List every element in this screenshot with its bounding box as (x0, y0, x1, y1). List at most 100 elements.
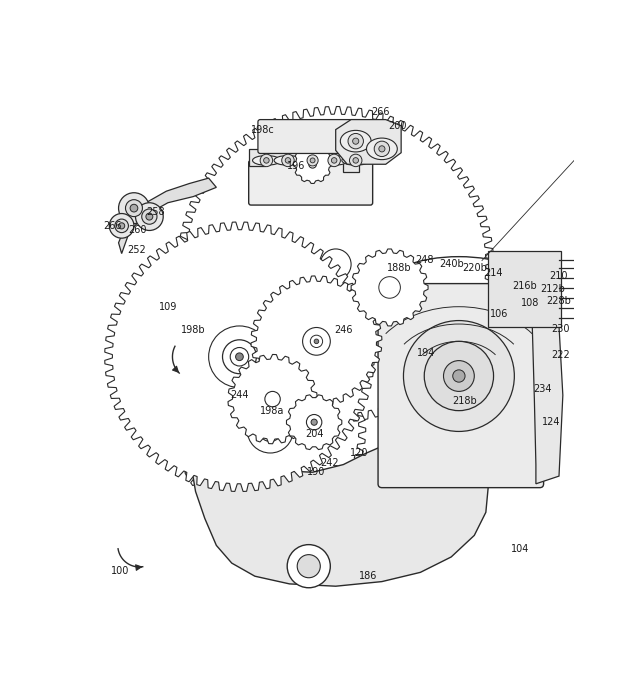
Circle shape (303, 327, 330, 355)
Circle shape (282, 154, 294, 167)
Circle shape (146, 213, 153, 220)
Circle shape (125, 199, 143, 217)
Ellipse shape (320, 156, 348, 165)
Text: 252: 252 (127, 245, 147, 256)
Circle shape (307, 332, 326, 350)
Text: 190: 190 (307, 467, 326, 477)
Text: 198c: 198c (252, 124, 275, 135)
Polygon shape (105, 222, 374, 491)
Circle shape (424, 341, 493, 411)
Text: 186: 186 (359, 571, 377, 581)
Circle shape (444, 361, 474, 391)
Circle shape (379, 146, 385, 152)
Text: 230: 230 (551, 324, 570, 334)
Circle shape (130, 204, 138, 212)
Text: 124: 124 (542, 417, 561, 427)
Text: 100: 100 (111, 566, 129, 576)
Ellipse shape (340, 131, 371, 152)
Circle shape (265, 391, 280, 407)
Polygon shape (178, 106, 493, 422)
Text: 214: 214 (484, 268, 503, 278)
Text: 120: 120 (349, 448, 368, 458)
Circle shape (209, 326, 270, 388)
Polygon shape (228, 354, 317, 444)
Text: 216b: 216b (512, 281, 537, 291)
Text: 198b: 198b (181, 325, 205, 335)
Circle shape (230, 348, 249, 366)
Polygon shape (293, 145, 332, 183)
Text: 222: 222 (551, 350, 570, 360)
Ellipse shape (253, 156, 280, 165)
Text: 228b: 228b (547, 296, 572, 306)
Circle shape (383, 281, 396, 293)
Text: 188b: 188b (387, 263, 411, 273)
Circle shape (247, 407, 293, 453)
Circle shape (374, 141, 390, 156)
Text: 198a: 198a (260, 406, 285, 416)
Text: 220b: 220b (462, 263, 487, 273)
Text: 108: 108 (520, 298, 539, 308)
Circle shape (259, 418, 282, 441)
FancyBboxPatch shape (258, 120, 363, 154)
Text: 260: 260 (128, 224, 147, 235)
Circle shape (320, 249, 351, 280)
FancyBboxPatch shape (378, 284, 543, 488)
Ellipse shape (300, 156, 325, 165)
Text: 244: 244 (230, 391, 249, 400)
Circle shape (349, 154, 362, 167)
Circle shape (308, 416, 320, 428)
Circle shape (141, 209, 157, 224)
Circle shape (287, 545, 330, 588)
Circle shape (348, 133, 364, 149)
Text: 218b: 218b (452, 396, 477, 407)
Circle shape (332, 158, 337, 163)
Polygon shape (118, 178, 216, 254)
Circle shape (307, 414, 322, 430)
Circle shape (353, 138, 359, 145)
Text: 266: 266 (103, 221, 122, 231)
FancyBboxPatch shape (488, 252, 561, 327)
Circle shape (403, 320, 515, 432)
Text: 106: 106 (490, 309, 508, 320)
Circle shape (379, 277, 401, 298)
Polygon shape (532, 258, 563, 484)
Circle shape (328, 154, 340, 167)
Circle shape (260, 154, 273, 167)
Polygon shape (351, 249, 428, 326)
Text: 234: 234 (533, 384, 551, 394)
Polygon shape (336, 120, 401, 164)
Circle shape (314, 339, 319, 343)
Text: 200: 200 (388, 121, 406, 131)
Text: 210: 210 (550, 271, 568, 281)
Circle shape (236, 353, 243, 361)
Circle shape (353, 158, 358, 163)
Circle shape (109, 213, 134, 238)
Circle shape (115, 219, 129, 233)
Polygon shape (251, 276, 382, 407)
Text: 194: 194 (417, 348, 436, 358)
Ellipse shape (367, 138, 397, 160)
Polygon shape (180, 280, 488, 586)
Polygon shape (250, 149, 359, 172)
Circle shape (308, 161, 316, 168)
Circle shape (118, 223, 125, 229)
Text: 204: 204 (305, 429, 323, 439)
Circle shape (118, 193, 149, 224)
Circle shape (285, 158, 291, 163)
Text: 266: 266 (371, 107, 390, 117)
Ellipse shape (342, 156, 369, 165)
Text: 104: 104 (511, 544, 530, 554)
Circle shape (297, 555, 320, 578)
Circle shape (310, 158, 315, 163)
Text: 248: 248 (415, 256, 433, 265)
Text: 240b: 240b (439, 259, 463, 270)
Text: 196: 196 (287, 161, 305, 171)
Circle shape (264, 158, 269, 163)
Circle shape (136, 203, 163, 231)
Text: 242: 242 (320, 458, 339, 468)
Circle shape (266, 425, 275, 434)
Text: 246: 246 (334, 325, 353, 335)
Text: 258: 258 (146, 207, 165, 217)
Circle shape (452, 370, 465, 382)
Circle shape (255, 414, 285, 445)
